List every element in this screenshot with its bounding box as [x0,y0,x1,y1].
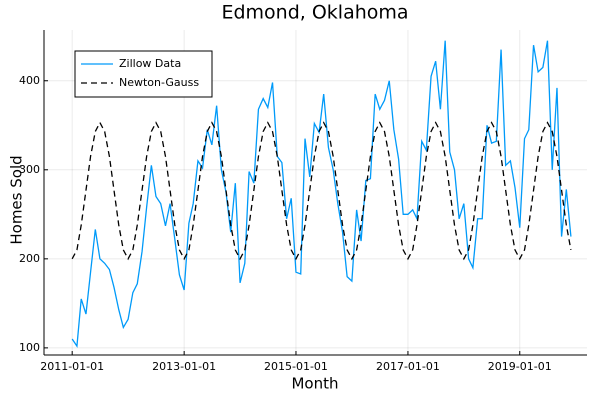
y-tick-label: 100 [19,341,40,354]
line-series [71,40,572,348]
x-tick-label: 2015-01-01 [264,360,328,373]
line-series [71,121,572,261]
legend-label: Zillow Data [119,57,181,70]
x-tick-label: 2019-01-01 [488,360,552,373]
legend-box [74,50,213,98]
y-axis-label: Homes Sold [8,155,26,244]
x-axis-label: Month [291,375,338,393]
y-tick-label: 200 [19,252,40,265]
y-tick-label: 300 [19,163,40,176]
chart-title: Edmond, Oklahoma [221,2,408,24]
x-tick-label: 2017-01-01 [376,360,440,373]
x-tick-label: 2011-01-01 [40,360,104,373]
legend-label: Newton-Gauss [119,76,199,89]
y-tick-label: 400 [19,74,40,87]
x-tick-label: 2013-01-01 [152,360,216,373]
